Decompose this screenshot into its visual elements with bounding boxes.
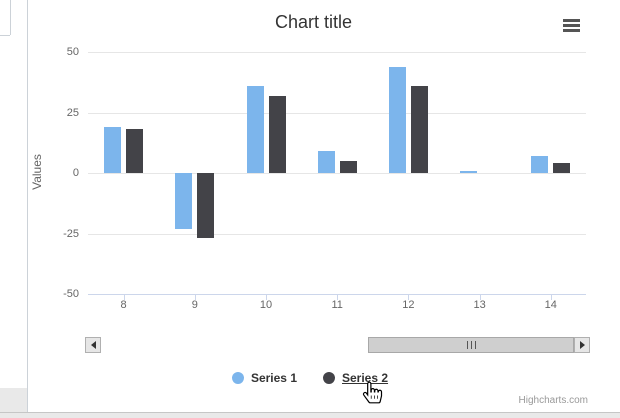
bar-series-1-cat-12[interactable]	[388, 66, 406, 173]
bar-series-1-cat-13[interactable]	[460, 170, 478, 173]
legend-item-series-2[interactable]: Series 2	[323, 371, 388, 385]
hamburger-bar	[563, 29, 580, 32]
bar-series-2-cat-11[interactable]	[339, 160, 357, 173]
gridline-0	[88, 173, 586, 174]
x-axis-line	[88, 294, 586, 295]
left-arrow-icon	[90, 341, 96, 349]
scrollbar-left-button[interactable]	[85, 337, 101, 353]
legend: Series 1 Series 2	[0, 369, 620, 386]
bar-series-1-cat-11[interactable]	[317, 151, 335, 173]
right-arrow-icon	[579, 341, 585, 349]
series-2-marker-icon	[323, 371, 335, 384]
x-axis-label-12: 12	[402, 299, 415, 311]
gridline-50	[88, 52, 586, 53]
x-tick-11	[337, 294, 339, 300]
bar-series-2-cat-14[interactable]	[553, 163, 571, 173]
bar-series-1-cat-14[interactable]	[531, 156, 549, 173]
bar-series-1-cat-9[interactable]	[175, 173, 193, 229]
host-panel-edge-vertical	[10, 0, 11, 35]
gridline--25	[88, 233, 586, 235]
hamburger-bar	[563, 24, 580, 27]
x-axis-label-10: 10	[259, 299, 273, 311]
y-axis-label-0: 0	[72, 167, 79, 179]
highcharts-credits-link[interactable]: Highcharts.com	[518, 395, 588, 406]
hamburger-bar	[563, 19, 580, 22]
grip-icon	[474, 341, 476, 349]
grip-icon	[470, 341, 472, 349]
y-axis-label--25: -25	[63, 227, 79, 240]
x-tick-8	[123, 294, 125, 300]
x-tick-13	[479, 294, 481, 300]
bar-series-2-cat-8[interactable]	[126, 129, 144, 173]
chart-title: Chart title	[274, 12, 353, 32]
chart-left-border	[27, 0, 28, 413]
bar-series-1-cat-10[interactable]	[246, 85, 264, 173]
x-axis-label-8: 8	[120, 299, 127, 311]
x-tick-9	[194, 294, 196, 300]
bar-series-2-cat-9[interactable]	[197, 173, 215, 239]
y-axis-label--50: -50	[63, 288, 79, 300]
x-axis-label-9: 9	[191, 299, 198, 311]
y-axis-label-50: 50	[66, 46, 79, 58]
hamburger-menu-icon[interactable]	[563, 19, 580, 32]
x-tick-12	[408, 294, 410, 300]
x-tick-14	[550, 294, 552, 300]
x-axis-label-13: 13	[473, 299, 486, 311]
scrollbar-right-button[interactable]	[574, 337, 590, 353]
legend-label: Series 1	[250, 370, 297, 385]
gridline-25	[88, 112, 586, 114]
bar-series-2-cat-10[interactable]	[268, 95, 286, 173]
bottom-window-edge	[0, 412, 620, 418]
host-panel-edge-horizontal	[0, 35, 10, 36]
bar-series-2-cat-12[interactable]	[410, 85, 428, 173]
y-axis-label-25: 25	[66, 106, 79, 119]
x-tick-10	[266, 294, 267, 300]
scrollbar-thumb[interactable]	[368, 337, 574, 353]
x-axis-label-11: 11	[331, 299, 343, 311]
bar-series-1-cat-8[interactable]	[104, 127, 122, 173]
series-1-marker-icon	[231, 371, 244, 384]
x-axis-label-14: 14	[544, 299, 557, 311]
legend-label: Series 2	[342, 370, 389, 385]
grip-icon	[466, 341, 468, 349]
hand-pointer-cursor-icon	[362, 381, 383, 404]
legend-item-series-1[interactable]: Series 1	[231, 370, 297, 385]
